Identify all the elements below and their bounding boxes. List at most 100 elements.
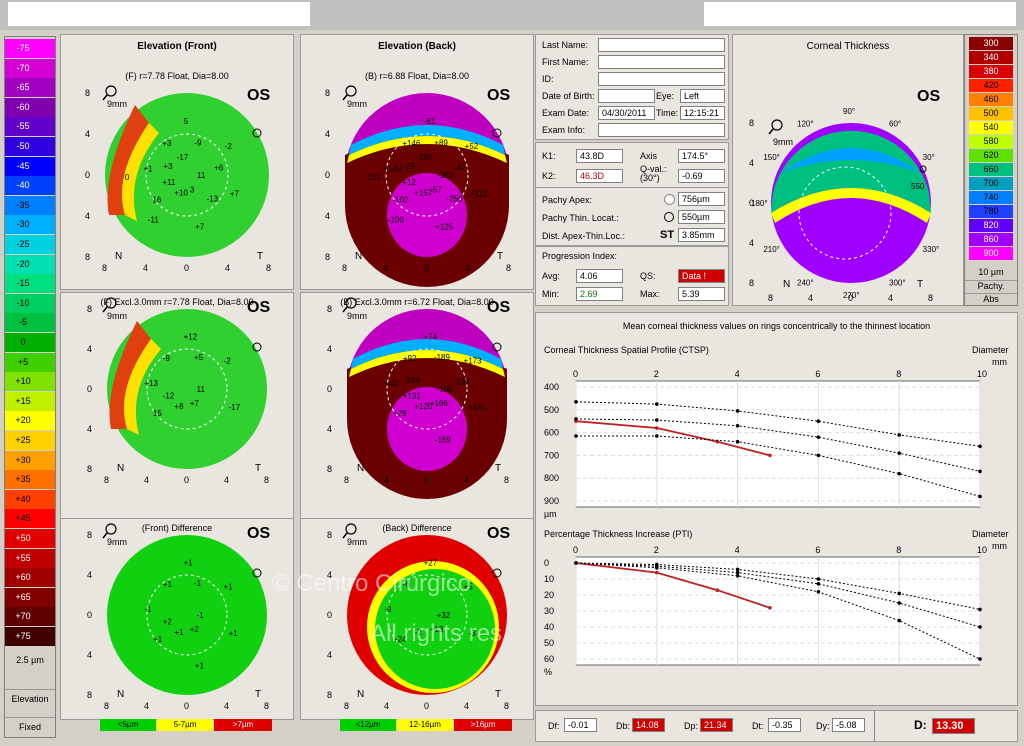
map-value: 5 — [184, 117, 189, 126]
angle-label: 120° — [797, 119, 814, 128]
scale-swatch — [41, 293, 55, 313]
map-title: Elevation (Front) — [137, 41, 217, 52]
magnifier-icon[interactable] — [102, 523, 117, 539]
k1-label: K1: — [542, 151, 556, 161]
temporal-label: T — [255, 463, 261, 474]
nasal-label: N — [117, 689, 124, 700]
data-point — [735, 574, 740, 578]
y-tick: 4 — [327, 424, 332, 434]
magnifier-icon[interactable] — [768, 119, 783, 135]
y-tick: 0 — [749, 198, 754, 208]
thickness-zone — [771, 188, 931, 223]
df-field: -0.01 — [564, 718, 597, 732]
magnifier-icon[interactable] — [342, 85, 357, 101]
map-value: -57 — [430, 185, 442, 194]
magnifier-icon[interactable] — [102, 297, 117, 313]
map-value: +173 — [464, 357, 483, 366]
scale-swatch — [41, 274, 55, 294]
eye-field[interactable]: Left — [680, 89, 725, 103]
data-point — [897, 591, 901, 596]
eye-indicator: OS — [917, 88, 940, 105]
map-value: -1 — [144, 605, 152, 614]
map-value: -102 — [392, 195, 409, 204]
data-point — [735, 423, 740, 428]
last-name-field[interactable] — [598, 38, 725, 52]
map-subtitle: (Front) Difference — [141, 523, 213, 533]
data-point — [655, 426, 659, 430]
thickness-mode[interactable]: Pachy. — [965, 280, 1017, 291]
map-edge-zone — [107, 105, 149, 215]
thickness-scale-value: 460 — [969, 93, 1013, 106]
thin-marker-icon — [664, 212, 674, 222]
map-value: +161 — [469, 403, 488, 412]
k1-field: 43.8D — [576, 149, 623, 163]
x-tick: 8 — [264, 701, 269, 711]
thickness-map[interactable]: 9mm OS 90° 60° 30° 120° 150° 180° 210° 240° 270° 30… — [733, 35, 963, 305]
time-field[interactable]: 12:15:21 — [680, 106, 725, 120]
first-name-field[interactable] — [598, 55, 725, 69]
map-value: -189 — [434, 353, 451, 362]
scale-value: +65 — [5, 587, 41, 607]
elevation-map-panel: Elevation (Front) (F) r=7.78 Float, Dia=8… — [60, 34, 294, 290]
map-value: -12 — [163, 392, 175, 401]
dob-field[interactable] — [598, 89, 655, 103]
scale-swatch — [41, 78, 55, 98]
data-point — [978, 444, 982, 449]
x-tick: 8 — [264, 475, 269, 485]
y-tick: 8 — [325, 252, 330, 262]
map-value: +24 — [393, 635, 407, 644]
x-tick: 8 — [266, 263, 271, 273]
thickness-type[interactable]: Abs — [965, 293, 1017, 304]
x-tick: 8 — [504, 701, 509, 711]
map-value: +111 — [470, 190, 487, 199]
thin-marker-icon — [252, 568, 262, 578]
thin-value: 550 — [911, 182, 925, 191]
map-value: +1 — [143, 165, 153, 174]
exam-date-field[interactable]: 04/30/2011 — [598, 106, 655, 120]
scale-swatch — [41, 97, 55, 117]
dp-field: 21.34 — [700, 718, 733, 732]
map-value: +8 — [174, 402, 184, 411]
map-value: +143 — [383, 165, 402, 174]
divider — [874, 711, 875, 741]
magnifier-icon[interactable] — [102, 85, 117, 101]
x-tick: 8 — [344, 475, 349, 485]
id-field[interactable] — [598, 72, 725, 86]
x-tick: 4 — [464, 475, 469, 485]
map-value: +12 — [402, 178, 416, 187]
scale-type[interactable]: Fixed — [5, 717, 55, 732]
map-value: +11 — [162, 178, 176, 187]
scale-swatch — [41, 58, 55, 78]
map-band — [349, 350, 505, 377]
y-tick: 4 — [327, 570, 332, 580]
magnifier-icon[interactable] — [342, 297, 357, 313]
scale-value: -60 — [5, 97, 41, 117]
exam-info-field[interactable] — [598, 123, 725, 137]
map-value: 3 — [190, 185, 195, 194]
map-value: +1 — [153, 635, 163, 644]
y-tick: 800 — [544, 473, 559, 483]
graphs-canvas: Corneal Thickness Spatial Profile (CTSP)… — [544, 345, 1009, 677]
x-tick: 8 — [104, 475, 109, 485]
map-band — [347, 136, 507, 163]
progression-panel: Progression Index: Avg: 4.06 QS: Data ! … — [535, 246, 729, 306]
scale-value: +20 — [5, 411, 41, 431]
first-name-label: First Name: — [542, 57, 589, 67]
map-value: -2 — [224, 357, 232, 366]
scale-mode[interactable]: Elevation — [5, 689, 55, 704]
x-tick: 4 — [144, 475, 149, 485]
map-value: 15 — [153, 409, 162, 418]
thickness-scale-value: 380 — [969, 65, 1013, 78]
avg-label: Avg: — [542, 271, 560, 281]
scale-value: -25 — [5, 235, 41, 254]
zoom-label: 9mm — [773, 137, 793, 147]
map-value: -264 — [404, 376, 421, 385]
magnifier-icon[interactable] — [342, 523, 357, 539]
y-tick: 8 — [327, 530, 332, 540]
